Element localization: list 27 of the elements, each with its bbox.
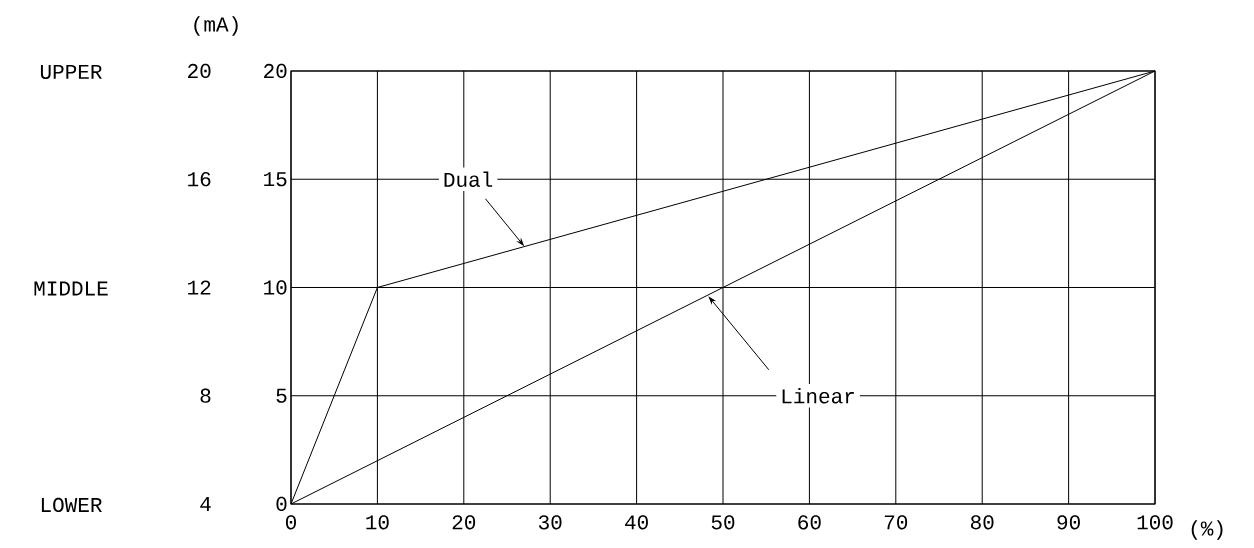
text: MIDDLE <box>34 281 108 296</box>
y2-tick-label: 12 <box>188 280 211 295</box>
x-tick-label: 90 <box>1057 515 1080 530</box>
y-tick-label: 10 <box>264 280 287 295</box>
x-tick-label: 80 <box>970 515 994 530</box>
y2-tick-label: 4 <box>200 497 211 511</box>
y-tick-label: 20 <box>264 63 287 79</box>
x-tick-label: 100 <box>1137 515 1173 530</box>
x-tick-label: 70 <box>884 515 908 530</box>
y-tick-label: 15 <box>264 172 287 187</box>
text: LOWER <box>41 497 102 513</box>
y2-tick-label: 16 <box>188 172 211 187</box>
x-tick-label: 40 <box>625 515 648 530</box>
x-tick-label: 10 <box>366 515 389 530</box>
x-tick-label: 60 <box>798 515 821 530</box>
text: UPPER <box>40 64 102 80</box>
x-tick-label: 20 <box>452 515 476 530</box>
y2-tick-label: 20 <box>188 63 211 79</box>
y-tick-label: 5 <box>276 388 287 403</box>
annotation: Dual <box>444 171 493 187</box>
x-tick-label: 50 <box>711 515 735 530</box>
x-tick-label: 30 <box>538 515 562 530</box>
annotation: Linear <box>782 388 854 404</box>
x-axis-title: (%) <box>1191 520 1223 540</box>
y2-axis-title: (mA) <box>194 16 238 36</box>
y2-tick-label: 8 <box>200 388 211 403</box>
y-tick-label: 0 <box>276 496 287 512</box>
